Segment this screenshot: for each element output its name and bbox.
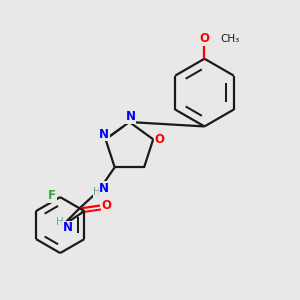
Text: N: N (99, 128, 109, 140)
Text: H: H (93, 187, 101, 197)
Text: O: O (200, 32, 209, 45)
Text: O: O (155, 133, 165, 146)
Text: CH₃: CH₃ (221, 34, 240, 44)
Text: O: O (101, 199, 111, 212)
Text: F: F (48, 189, 56, 202)
Text: N: N (126, 110, 136, 123)
Text: N: N (99, 182, 110, 195)
Text: N: N (63, 221, 73, 234)
Text: H: H (56, 217, 64, 227)
